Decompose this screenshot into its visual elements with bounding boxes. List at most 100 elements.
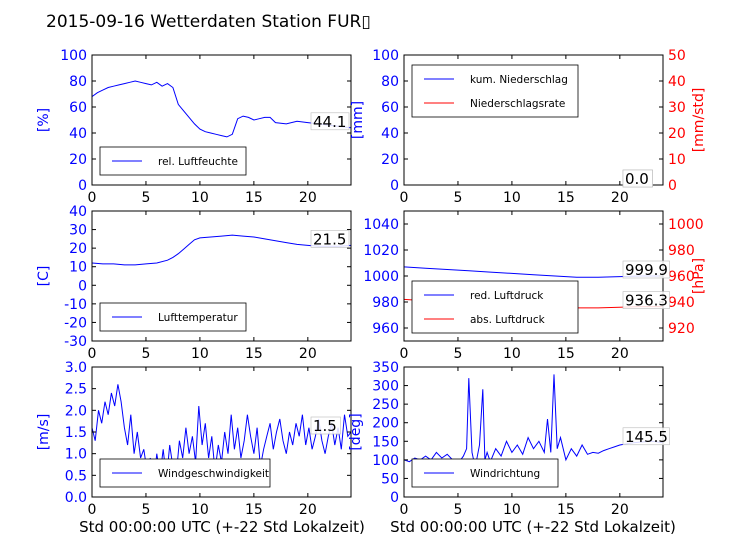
y-tick-label: 2.5 [65, 382, 87, 398]
value-label-2: 936.3 [625, 292, 668, 310]
x-tick-label: 5 [141, 190, 150, 206]
y-tick-label: 20 [69, 152, 87, 168]
plot-frame [403, 54, 664, 186]
value-label-bg [622, 260, 670, 279]
x-tick-label: 20 [299, 502, 317, 518]
x-tick-label: 10 [191, 502, 209, 518]
y-tick-label: 40 [69, 204, 87, 220]
x-tick-label: 20 [611, 502, 629, 518]
y-tick-label: 1.0 [65, 447, 87, 463]
x-tick-label: 0 [400, 190, 409, 206]
y-tick-label: 1.5 [65, 425, 87, 441]
x-tick-label: 20 [611, 190, 629, 206]
y-tick-label: 2.0 [65, 403, 87, 419]
y-tick-label: 0 [78, 278, 87, 294]
y-tick-label: 980 [372, 295, 399, 311]
y-tick-label: -10 [64, 297, 87, 313]
y-tick-label: 10 [69, 260, 87, 276]
y-tick-label: 200 [372, 416, 399, 432]
x-axis-label-right: Std 00:00:00 UTC (+-22 Std Lokalzeit) [390, 518, 676, 536]
value-label-bg [622, 427, 670, 446]
y-tick-label: 100 [372, 453, 399, 469]
series-line-winddirection-0 [404, 374, 663, 468]
x-tick-label: 15 [245, 190, 263, 206]
y-tick-label: 20 [381, 152, 399, 168]
legend-box [411, 280, 579, 334]
y-tick-label: 0 [390, 178, 399, 194]
y2-axis-label: [hPa] [691, 258, 707, 294]
x-tick-label: 20 [299, 346, 317, 362]
y-tick-label: 100 [60, 48, 87, 64]
x-tick-label: 0 [400, 346, 409, 362]
x-tick-label: 15 [557, 346, 575, 362]
value-label: 145.5 [625, 428, 668, 446]
y-tick-label: 250 [372, 397, 399, 413]
x-tick-label: 0 [88, 502, 97, 518]
y2-tick-label: 0 [668, 178, 677, 194]
series-line-pressure-0 [404, 266, 663, 278]
y-axis-label: [m/s] [36, 414, 52, 451]
legend-label: Windrichtung [470, 468, 540, 480]
panel-pressure: 0 5 10 15 20 960 980 1000 1020 1040 920 940 960 980 10… [363, 210, 707, 362]
legend-label: Niederschlagsrate [470, 98, 565, 110]
y2-tick-label: 980 [668, 243, 695, 259]
legend-box [99, 146, 247, 176]
y-tick-label: 1020 [363, 243, 399, 259]
x-tick-label: 10 [503, 502, 521, 518]
y-tick-label: 1000 [363, 269, 399, 285]
x-tick-label: 5 [453, 346, 462, 362]
y2-tick-label: 940 [668, 295, 695, 311]
legend-label: Lufttemperatur [158, 312, 238, 324]
legend-label: kum. Niederschlag [470, 74, 568, 86]
y2-tick-label: 40 [668, 74, 686, 90]
x-tick-label: 5 [141, 346, 150, 362]
x-axis-label-left: Std 00:00:00 UTC (+-22 Std Lokalzeit) [79, 518, 365, 536]
panel-windspeed: 0 5 10 15 20 0.0 0.5 1.0 1.5 2.0 2.5 3.0 [m/s] 1.5 Win… [36, 360, 352, 518]
value-label-bg [310, 112, 350, 131]
y-tick-label: 0.0 [65, 490, 87, 506]
y-axis-label: [deg] [348, 413, 364, 450]
y-tick-label: 80 [69, 74, 87, 90]
y2-axis-label: [mm/std] [691, 88, 707, 153]
x-tick-label: 0 [400, 502, 409, 518]
x-tick-label: 15 [245, 346, 263, 362]
y-tick-label: 60 [69, 100, 87, 116]
plot-frame [91, 210, 352, 342]
y-tick-label: 1040 [363, 217, 399, 233]
y-tick-label: 3.0 [65, 360, 87, 376]
y-tick-label: 100 [372, 48, 399, 64]
x-tick-label: 10 [503, 346, 521, 362]
x-tick-label: 10 [503, 190, 521, 206]
y-tick-label: 60 [381, 100, 399, 116]
y2-tick-label: 920 [668, 321, 695, 337]
y-tick-label: 0 [390, 490, 399, 506]
series-line-temperature-0 [92, 234, 351, 266]
y-tick-label: 30 [69, 223, 87, 239]
legend-label: abs. Luftdruck [470, 314, 546, 326]
y-tick-label: 300 [372, 379, 399, 395]
x-tick-label: 5 [453, 190, 462, 206]
y-tick-label: 80 [381, 74, 399, 90]
y-tick-label: 40 [69, 126, 87, 142]
value-label: 1.5 [313, 417, 337, 435]
y-tick-label: 0.5 [65, 468, 87, 484]
legend-label: red. Luftdruck [470, 290, 544, 302]
x-tick-label: 20 [611, 346, 629, 362]
y-tick-label: 350 [372, 360, 399, 376]
value-label: 999.9 [625, 261, 668, 279]
y2-tick-label: 1000 [668, 217, 704, 233]
series-line-humidity-0 [92, 80, 351, 138]
x-tick-label: 10 [191, 190, 209, 206]
y-tick-label: 960 [372, 321, 399, 337]
x-tick-label: 10 [191, 346, 209, 362]
x-tick-label: 0 [88, 346, 97, 362]
figure-title: 2015-09-16 Wetterdaten Station FUR▯ [46, 12, 371, 32]
value-label: 21.5 [313, 230, 346, 248]
value-label-bg [310, 230, 350, 248]
value-label-bg [310, 416, 341, 435]
y-tick-label: -30 [64, 334, 87, 350]
y2-tick-label: 30 [668, 100, 686, 116]
y-tick-label: 20 [69, 241, 87, 257]
